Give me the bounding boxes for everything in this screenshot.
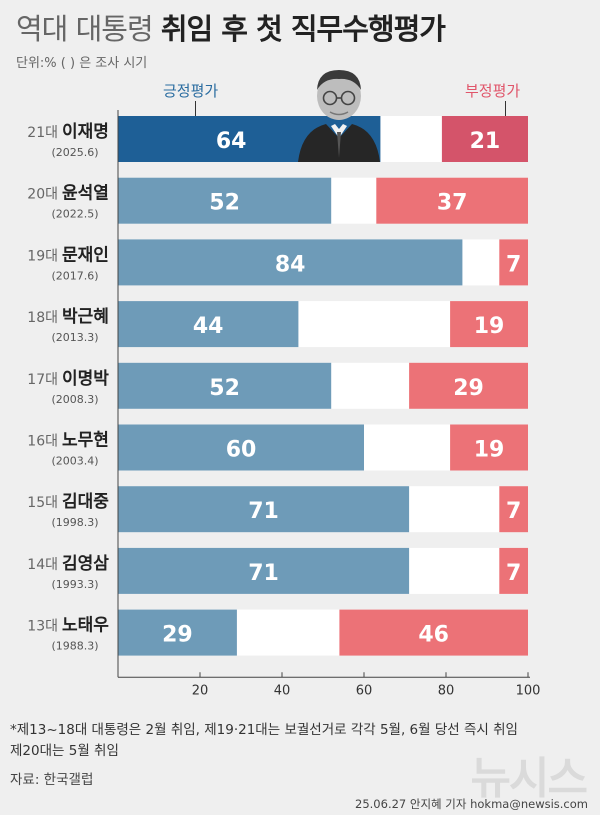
category-name: 노무현 xyxy=(62,431,109,451)
bar-positive xyxy=(118,486,410,533)
x-tick-label: 80 xyxy=(438,683,455,698)
category-date: (2013.3) xyxy=(51,331,98,344)
category-date: (2017.6) xyxy=(51,269,98,282)
category-date: (2025.6) xyxy=(51,146,98,159)
bar-negative xyxy=(450,424,528,471)
data-label-positive: 52 xyxy=(209,191,240,216)
bar-positive xyxy=(118,609,237,656)
category-date: (2003.4) xyxy=(51,455,98,468)
category-term: 20대 xyxy=(27,187,58,203)
category-term: 16대 xyxy=(27,434,58,450)
x-tick-label: 60 xyxy=(356,683,373,698)
category-date: (2022.5) xyxy=(51,208,98,221)
bar-positive xyxy=(118,301,299,348)
data-label-negative: 7 xyxy=(506,252,521,277)
data-label-negative: 29 xyxy=(453,376,484,401)
category-name: 윤석열 xyxy=(62,184,109,204)
bar-negative xyxy=(499,239,528,286)
president-portrait xyxy=(298,70,380,162)
category-name: 이재명 xyxy=(62,122,109,142)
category-name: 박근혜 xyxy=(62,307,109,327)
data-label-positive: 84 xyxy=(275,252,306,277)
bar-positive xyxy=(118,547,410,594)
bar-negative xyxy=(376,177,528,224)
data-label-positive: 44 xyxy=(193,314,224,339)
data-label-negative: 21 xyxy=(470,129,501,154)
bar-positive xyxy=(118,177,332,224)
category-date: (1988.3) xyxy=(51,640,98,653)
bar-positive xyxy=(118,424,364,471)
data-label-negative: 19 xyxy=(474,438,505,463)
category-term: 14대 xyxy=(27,557,58,573)
legend-negative-leader xyxy=(505,101,506,127)
footnote-1: *제13~18대 대통령은 2월 취임, 제19·21대는 보궐선거로 각각 5… xyxy=(10,722,518,738)
data-label-negative: 19 xyxy=(474,314,505,339)
title-light: 역대 대통령 xyxy=(16,12,154,46)
category-term: 13대 xyxy=(27,619,58,635)
footnote-2: 제20대는 5월 취임 xyxy=(10,743,119,759)
category-name: 김영삼 xyxy=(62,554,109,574)
data-label-negative: 7 xyxy=(506,499,521,524)
data-label-positive: 71 xyxy=(248,561,279,586)
source-label: 자료: 한국갤럽 xyxy=(10,772,94,788)
category-name: 문재인 xyxy=(62,245,109,265)
category-name: 이명박 xyxy=(62,369,109,389)
bar-negative xyxy=(409,362,528,409)
data-label-negative: 7 xyxy=(506,561,521,586)
category-term: 17대 xyxy=(27,372,58,388)
title-bold: 취임 후 첫 직무수행평가 xyxy=(160,12,446,46)
bar-negative xyxy=(339,609,528,656)
legend-negative: 부정평가 xyxy=(465,82,521,100)
bar-positive xyxy=(118,239,463,286)
category-name: 김대중 xyxy=(62,492,109,512)
data-label-negative: 37 xyxy=(437,191,468,216)
x-tick-label: 40 xyxy=(274,683,291,698)
data-label-positive: 64 xyxy=(216,129,247,154)
category-date: (2008.3) xyxy=(51,393,98,406)
category-term: 21대 xyxy=(27,125,58,141)
bar-positive xyxy=(118,362,332,409)
page-title: 역대 대통령 취임 후 첫 직무수행평가 xyxy=(16,6,446,48)
data-label-positive: 29 xyxy=(162,623,193,648)
category-name: 노태우 xyxy=(62,616,109,636)
data-label-positive: 52 xyxy=(209,376,240,401)
category-date: (1993.3) xyxy=(51,578,98,591)
data-label-negative: 46 xyxy=(418,623,449,648)
legend-positive: 긍정평가 xyxy=(163,82,219,100)
bar-negative xyxy=(499,486,528,533)
bar-negative xyxy=(499,547,528,594)
data-label-positive: 71 xyxy=(248,499,279,524)
x-tick-label: 100 xyxy=(516,683,541,698)
category-term: 19대 xyxy=(27,248,58,264)
bar-negative xyxy=(450,301,528,348)
newsis-logo: 뉴시스 xyxy=(470,753,588,804)
category-date: (1998.3) xyxy=(51,516,98,529)
unit-note: 단위:% ( ) 은 조사 시기 xyxy=(16,56,148,71)
legend-positive-leader xyxy=(195,101,196,127)
category-term: 18대 xyxy=(27,310,58,326)
bar-negative xyxy=(441,116,528,162)
category-term: 15대 xyxy=(27,495,58,511)
credit-line: 25.06.27 안지혜 기자 hokma@newsis.com xyxy=(355,797,588,811)
x-tick-label: 20 xyxy=(192,683,209,698)
data-label-positive: 60 xyxy=(226,438,257,463)
